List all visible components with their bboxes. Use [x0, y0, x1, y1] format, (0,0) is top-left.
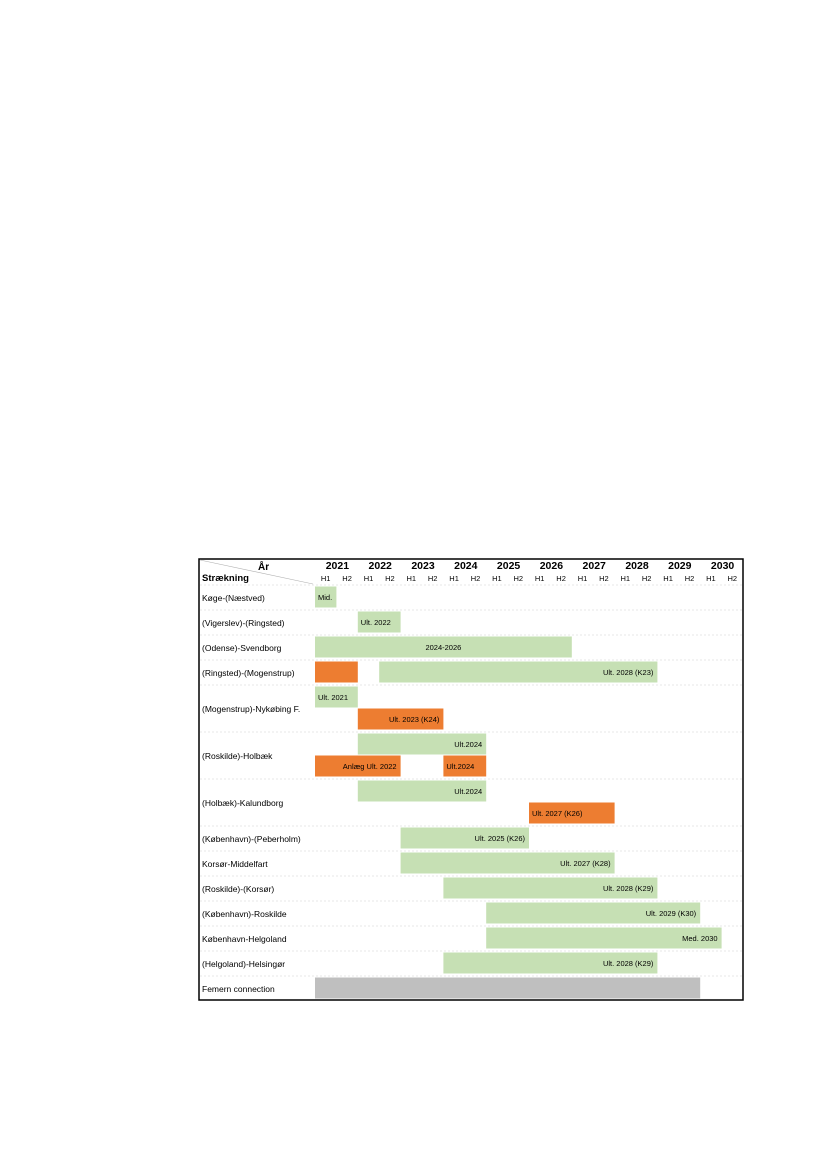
row-label: (Ringsted)-(Mogenstrup): [202, 668, 295, 678]
bar-label: Ult. 2027 (K26): [532, 809, 583, 818]
half-year-label: H2: [728, 574, 738, 583]
row-label: (Roskilde)-(Korsør): [202, 884, 274, 894]
bar-label: Ult. 2022: [361, 618, 391, 627]
corner-year-label: År: [258, 560, 269, 573]
half-year-label: H2: [385, 574, 395, 583]
bar-green: [400, 827, 529, 849]
bar-orange: [443, 755, 487, 777]
corner-diagonal: [199, 559, 314, 585]
row-labels: Køge-(Næstved) (Vigerslev)-(Ringsted) (Ode…: [202, 593, 301, 994]
bar-green: [486, 902, 701, 924]
half-year-label: H2: [556, 574, 566, 583]
bar-orange: [315, 755, 401, 777]
row-label: (Odense)-Svendborg: [202, 643, 282, 653]
bars: Mid. Ult. 2022 2024-2026 Ult. 2028 (K23) Ult…: [315, 586, 722, 999]
row-label: Femern connection: [202, 984, 275, 994]
row-label: (Vigerslev)-(Ringsted): [202, 618, 285, 628]
bar-orange: [529, 802, 615, 824]
year-header: 2021 H1 H2 2022 H1 H2 2023 H1 H2 2024 H1 H2 2025 H1 H2…: [321, 560, 737, 583]
half-year-label: H2: [342, 574, 352, 583]
bar-green: [379, 661, 658, 683]
half-year-label: H2: [685, 574, 695, 583]
chart-frame: [198, 558, 744, 1001]
bar-green: [357, 611, 401, 633]
bar-orange: [357, 708, 444, 730]
year-label: 2025: [497, 560, 521, 572]
half-year-label: H1: [706, 574, 716, 583]
half-year-label: H2: [428, 574, 438, 583]
half-year-label: H1: [578, 574, 588, 583]
row-label: (Mogenstrup)-Nykøbing F.: [202, 704, 300, 714]
bar-label: Ult.2024: [454, 787, 482, 796]
bar-label: Ult.2024: [454, 740, 482, 749]
year-label: 2027: [583, 560, 607, 572]
year-label: 2029: [668, 560, 692, 572]
row-label: (Helgoland)-Helsingør: [202, 959, 285, 969]
bar-gray: [315, 977, 701, 999]
row-label: (Holbæk)-Kalundborg: [202, 798, 284, 808]
bar-label: Anlæg Ult. 2022: [343, 762, 397, 771]
bar-green: [315, 636, 572, 658]
row-label: (København)-(Peberholm): [202, 834, 301, 844]
bar-label: Ult. 2027 (K28): [560, 859, 611, 868]
half-year-label: H1: [663, 574, 673, 583]
half-year-label: H1: [364, 574, 374, 583]
year-label: 2028: [625, 560, 649, 572]
year-label: 2026: [540, 560, 564, 572]
bar-green: [443, 877, 658, 899]
row-label: Korsør-Middelfart: [202, 859, 268, 869]
half-year-label: H2: [514, 574, 524, 583]
row-header-label: Strækning: [202, 573, 249, 584]
row-label: København-Helgoland: [202, 934, 287, 944]
year-label: 2021: [326, 560, 350, 572]
bar-green: [443, 952, 658, 974]
bar-label: Ult.2024: [446, 762, 474, 771]
bar-green: [315, 686, 358, 708]
bar-label: Ult. 2028 (K29): [603, 884, 654, 893]
bar-label: Ult. 2029 (K30): [646, 909, 697, 918]
half-year-label: H1: [321, 574, 331, 583]
half-year-label: H1: [407, 574, 417, 583]
bar-green: [357, 780, 487, 802]
bar-label: Ult. 2028 (K23): [603, 668, 654, 677]
bar-label: Med. 2030: [682, 934, 717, 943]
bar-label: Ult. 2025 (K26): [475, 834, 526, 843]
bar-label: Mid.: [318, 593, 332, 602]
bar-label: 2024-2026: [425, 643, 461, 652]
year-label: 2022: [369, 560, 393, 572]
bar-green: [400, 852, 615, 874]
bar-orange: [315, 661, 358, 683]
half-year-label: H2: [599, 574, 609, 583]
bar-label: Ult. 2021: [318, 693, 348, 702]
half-year-label: H2: [642, 574, 652, 583]
bar-label: Ult. 2028 (K29): [603, 959, 654, 968]
bar-label: Ult. 2023 (K24): [389, 715, 440, 724]
bar-green: [315, 586, 337, 608]
half-year-label: H1: [449, 574, 459, 583]
bar-green: [357, 733, 487, 755]
row-label: (Roskilde)-Holbæk: [202, 751, 273, 761]
year-label: 2030: [711, 560, 735, 572]
bar-green: [486, 927, 722, 949]
year-label: 2024: [454, 560, 478, 572]
half-year-label: H2: [471, 574, 481, 583]
half-year-label: H1: [535, 574, 545, 583]
row-label: Køge-(Næstved): [202, 593, 265, 603]
row-label: (København)-Roskilde: [202, 909, 287, 919]
year-label: 2023: [411, 560, 435, 572]
half-year-label: H1: [621, 574, 631, 583]
half-year-label: H1: [492, 574, 502, 583]
